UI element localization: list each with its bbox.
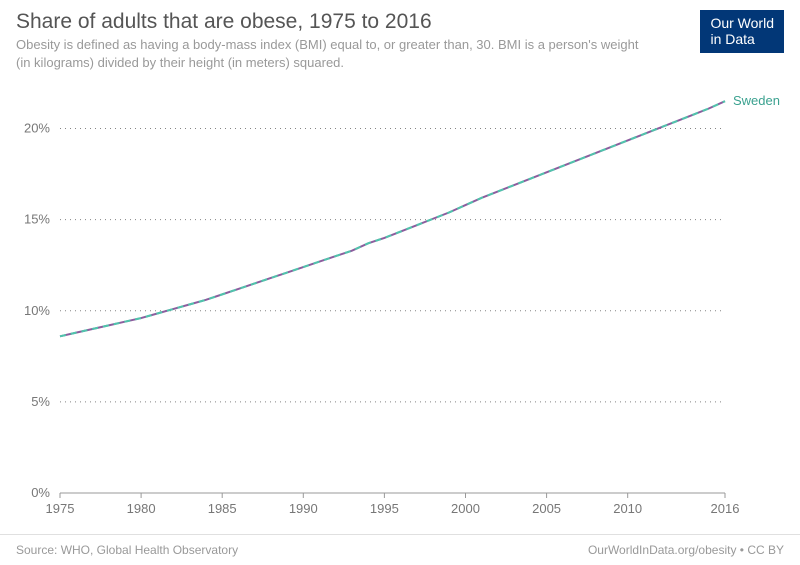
source-text: Source: WHO, Global Health Observatory xyxy=(16,543,238,557)
svg-text:10%: 10% xyxy=(24,303,50,318)
svg-text:1990: 1990 xyxy=(289,501,318,516)
svg-text:5%: 5% xyxy=(31,394,50,409)
chart-header: Share of adults that are obese, 1975 to … xyxy=(0,0,800,75)
svg-text:2010: 2010 xyxy=(613,501,642,516)
svg-text:Sweden: Sweden xyxy=(733,93,780,108)
chart-area: 0% 5% 10% 15% 20% 1975 1980 1985 1990 1995 2000 200… xyxy=(0,75,800,520)
logo-line-2: in Data xyxy=(710,31,754,47)
svg-text:2000: 2000 xyxy=(451,501,480,516)
svg-text:15%: 15% xyxy=(24,212,50,227)
svg-text:1985: 1985 xyxy=(208,501,237,516)
owid-logo: Our World in Data xyxy=(700,10,784,53)
svg-text:2016: 2016 xyxy=(711,501,740,516)
logo-line-1: Our World xyxy=(710,15,774,31)
line-chart-svg: 0% 5% 10% 15% 20% 1975 1980 1985 1990 1995 2000 200… xyxy=(0,75,800,520)
chart-subtitle: Obesity is defined as having a body-mass… xyxy=(16,36,656,71)
svg-text:1995: 1995 xyxy=(370,501,399,516)
chart-footer: Source: WHO, Global Health Observatory O… xyxy=(0,534,800,565)
svg-text:2005: 2005 xyxy=(532,501,561,516)
chart-title: Share of adults that are obese, 1975 to … xyxy=(16,10,784,34)
svg-text:20%: 20% xyxy=(24,121,50,136)
svg-text:1975: 1975 xyxy=(46,501,75,516)
svg-text:1980: 1980 xyxy=(127,501,156,516)
attribution-text: OurWorldInData.org/obesity • CC BY xyxy=(588,543,784,557)
svg-text:0%: 0% xyxy=(31,485,50,500)
